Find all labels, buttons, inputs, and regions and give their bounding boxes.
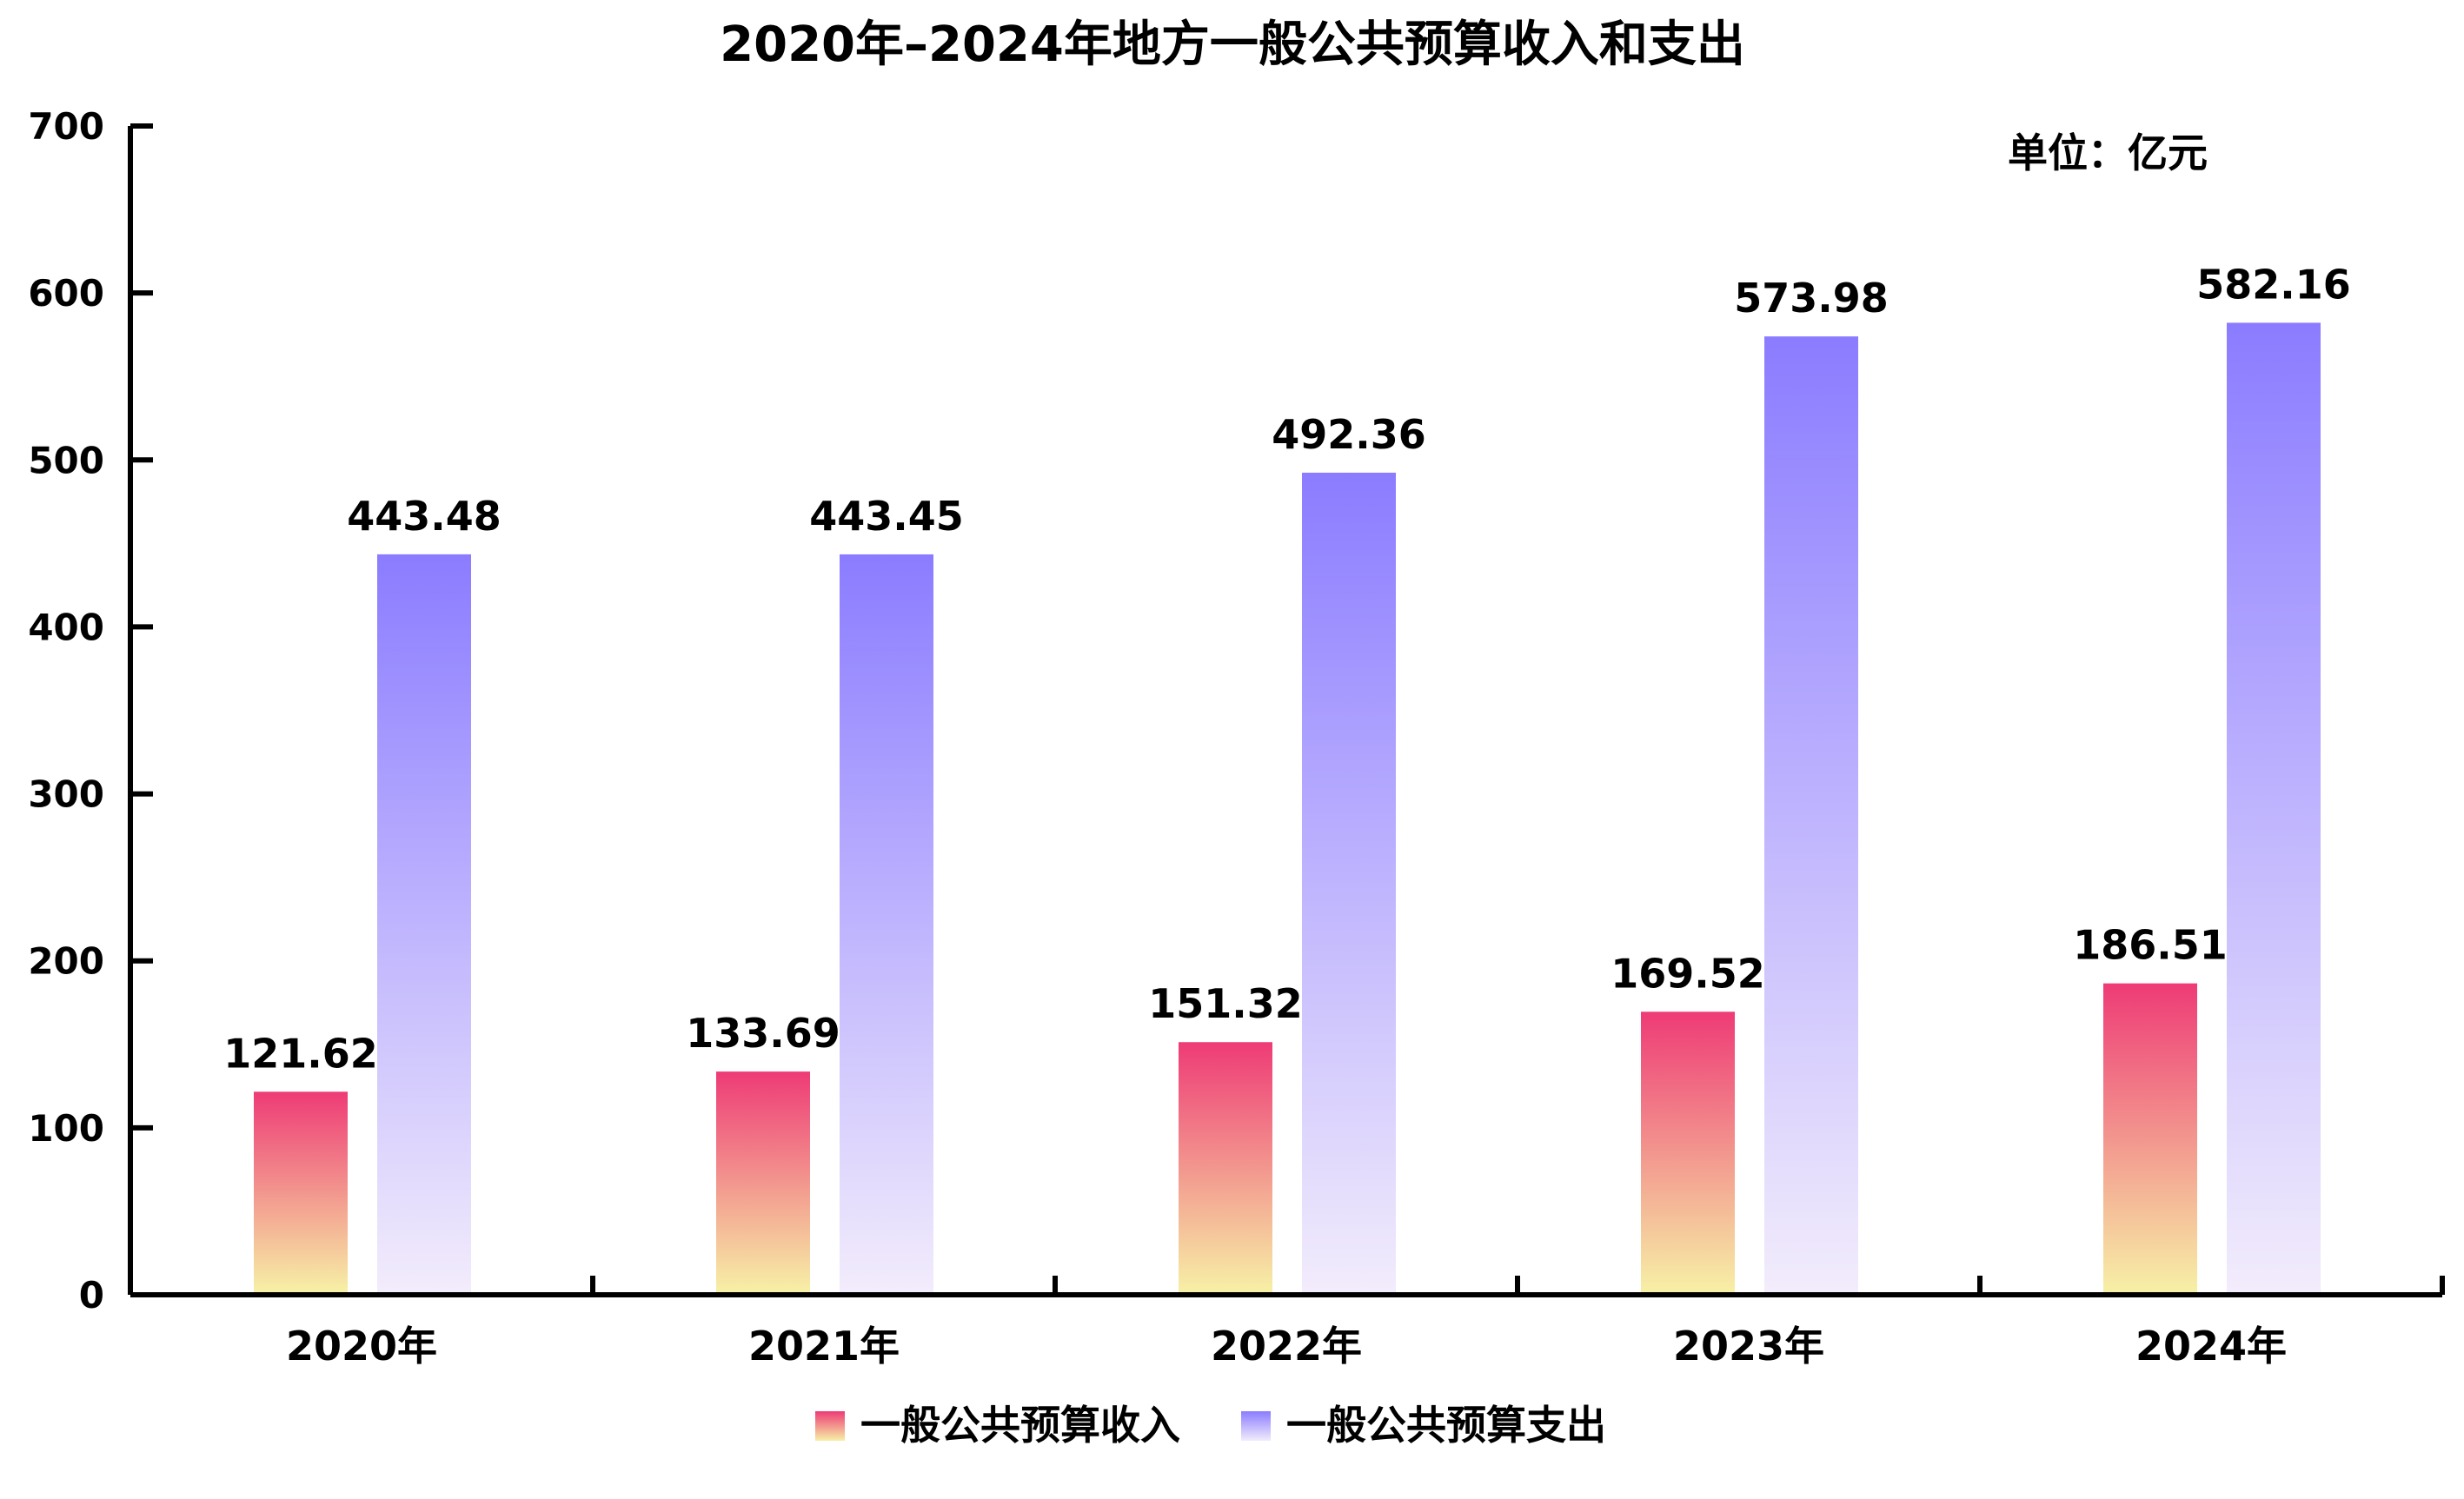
data-label: 443.45	[809, 493, 964, 540]
data-label: 121.62	[223, 1030, 378, 1077]
y-tick-label: 100	[28, 1107, 104, 1150]
x-tick-label: 2021年	[748, 1323, 900, 1370]
bar-expenditure	[377, 554, 471, 1292]
y-tick-label: 500	[28, 439, 104, 481]
data-label: 443.48	[347, 493, 501, 540]
axes: 0 100 200 300 400 500 600 700 2020年 2021年 2022年 202…	[28, 105, 2445, 1370]
x-tick-label: 2024年	[2135, 1323, 2287, 1370]
legend-label: 一般公共预算支出	[1286, 1402, 1606, 1449]
y-tick-label: 600	[28, 272, 104, 315]
data-label: 133.69	[686, 1010, 840, 1057]
data-label: 186.51	[2073, 922, 2228, 969]
bar-revenue	[1641, 1011, 1735, 1292]
bar-expenditure	[2227, 322, 2321, 1292]
data-label: 492.36	[1272, 411, 1426, 458]
bar-revenue	[2103, 983, 2197, 1292]
legend: 一般公共预算收入 一般公共预算支出	[815, 1402, 1606, 1449]
y-tick-label: 700	[28, 105, 104, 148]
x-tick-label: 2022年	[1211, 1323, 1362, 1370]
legend-swatch	[1241, 1411, 1271, 1441]
data-label: 582.16	[2196, 261, 2351, 308]
x-tick-label: 2020年	[286, 1323, 437, 1370]
legend-label: 一般公共预算收入	[860, 1402, 1180, 1449]
data-label: 169.52	[1611, 950, 1765, 997]
bar-expenditure	[1302, 472, 1396, 1292]
bar-revenue	[254, 1091, 348, 1292]
data-label: 573.98	[1734, 275, 1889, 322]
bar-revenue	[1179, 1042, 1272, 1292]
bar-expenditure	[840, 554, 933, 1292]
bar-expenditure	[1764, 336, 1858, 1292]
x-tick-label: 2023年	[1673, 1323, 1824, 1370]
data-labels: 121.62 133.69 151.32 169.52 186.51 443.48 443.…	[223, 261, 2351, 1077]
y-tick-label: 200	[28, 940, 104, 983]
bars	[254, 322, 2321, 1292]
y-tick-label: 300	[28, 773, 104, 816]
bar-revenue	[716, 1071, 810, 1292]
chart-title: 2020年–2024年地方一般公共预算收入和支出	[720, 17, 1745, 73]
data-label: 151.32	[1148, 980, 1303, 1027]
y-tick-label: 0	[79, 1274, 104, 1317]
legend-swatch	[815, 1411, 845, 1441]
unit-label: 单位：亿元	[2008, 129, 2208, 176]
y-tick-label: 400	[28, 606, 104, 648]
